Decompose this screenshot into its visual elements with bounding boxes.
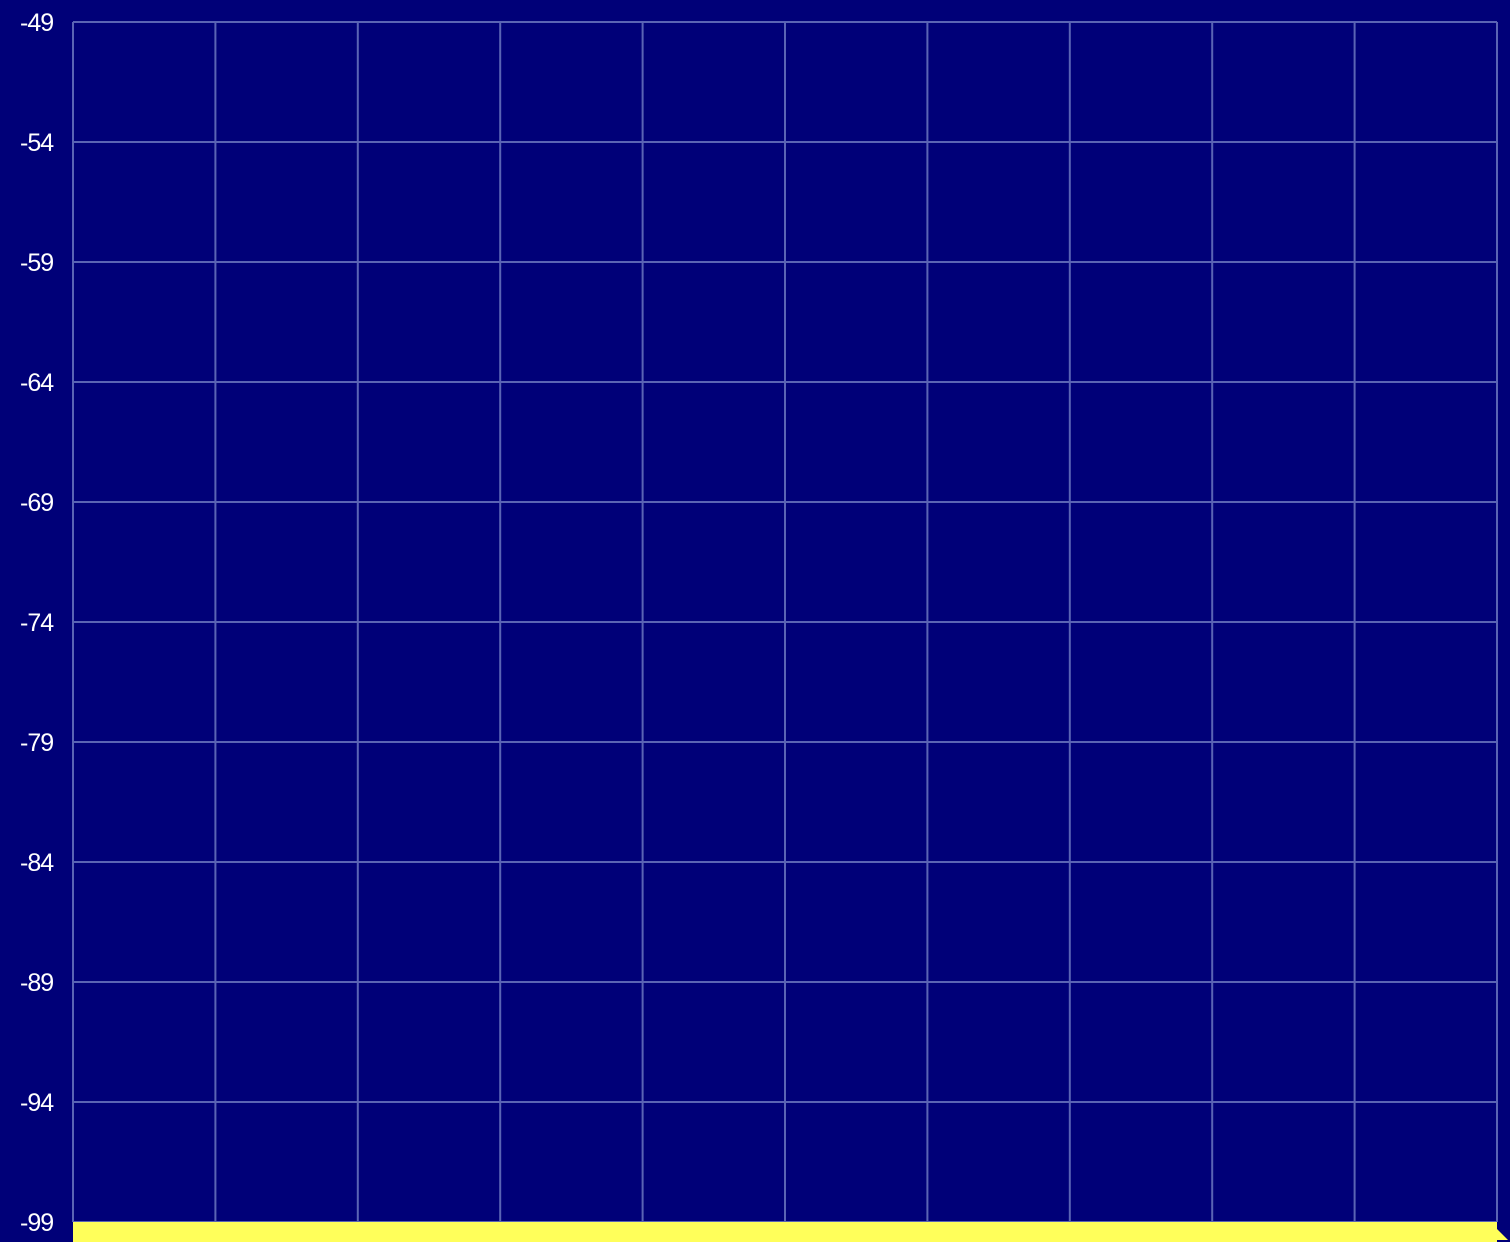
y-tick-label: -69: [20, 489, 53, 517]
marker-triangle-icon[interactable]: [1484, 1228, 1508, 1240]
y-tick-label: -89: [20, 969, 53, 997]
y-tick-label: -49: [20, 9, 53, 37]
y-axis-tick-labels: -49 -54 -59 -64 -69 -74 -79 -84 -89 -94 -99: [20, 9, 55, 1237]
y-tick-label: -59: [20, 249, 53, 277]
signal-band: [73, 1222, 1497, 1242]
y-tick-label: -54: [20, 129, 54, 157]
y-tick-label: -74: [20, 609, 54, 637]
y-tick-label: -94: [20, 1089, 54, 1117]
y-tick-label: -79: [20, 729, 53, 757]
y-tick-label: -64: [20, 369, 54, 397]
y-tick-label: -99: [20, 1209, 53, 1237]
y-tick-label: -84: [20, 849, 54, 877]
